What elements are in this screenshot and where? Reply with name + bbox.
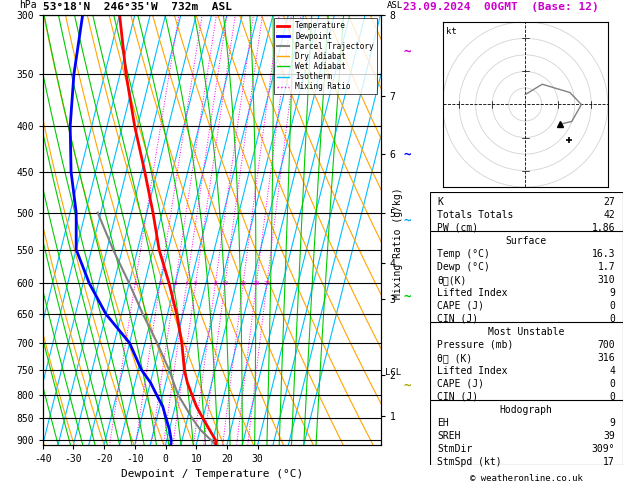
Text: ~: ~: [404, 290, 411, 302]
Text: ~: ~: [404, 148, 411, 160]
Text: CIN (J): CIN (J): [437, 313, 479, 324]
Text: 16.3: 16.3: [591, 249, 615, 259]
Text: 316: 316: [598, 353, 615, 363]
Text: 15: 15: [240, 281, 247, 286]
Text: EH: EH: [437, 417, 449, 428]
Text: 8: 8: [213, 281, 217, 286]
Text: Temp (°C): Temp (°C): [437, 249, 490, 259]
Text: Dewp (°C): Dewp (°C): [437, 261, 490, 272]
Text: 9: 9: [609, 417, 615, 428]
Text: hPa: hPa: [19, 0, 36, 10]
Text: 25: 25: [263, 281, 270, 286]
Text: 310: 310: [598, 275, 615, 285]
Text: StmSpd (kt): StmSpd (kt): [437, 457, 502, 467]
Text: Totals Totals: Totals Totals: [437, 210, 514, 220]
Text: StmDir: StmDir: [437, 444, 472, 453]
Text: CAPE (J): CAPE (J): [437, 301, 484, 311]
Text: 0: 0: [609, 392, 615, 402]
Text: CIN (J): CIN (J): [437, 392, 479, 402]
Text: LCL: LCL: [385, 368, 401, 377]
Text: 2: 2: [158, 281, 162, 286]
Text: 17: 17: [603, 457, 615, 467]
Text: 10: 10: [221, 281, 229, 286]
Text: K: K: [437, 197, 443, 207]
Text: 0: 0: [609, 379, 615, 389]
Text: 4: 4: [185, 281, 189, 286]
Text: Pressure (mb): Pressure (mb): [437, 340, 514, 350]
Text: 4: 4: [609, 365, 615, 376]
Text: 39: 39: [603, 431, 615, 441]
Text: ~: ~: [404, 214, 411, 227]
Text: 700: 700: [598, 340, 615, 350]
Text: 5: 5: [194, 281, 198, 286]
Text: Most Unstable: Most Unstable: [488, 327, 564, 337]
Text: Surface: Surface: [506, 236, 547, 246]
Text: PW (cm): PW (cm): [437, 223, 479, 233]
Text: © weatheronline.co.uk: © weatheronline.co.uk: [470, 474, 582, 483]
Text: 1.86: 1.86: [591, 223, 615, 233]
Text: km
ASL: km ASL: [387, 0, 403, 10]
Text: 0: 0: [609, 313, 615, 324]
Text: ~: ~: [404, 379, 411, 391]
Text: CAPE (J): CAPE (J): [437, 379, 484, 389]
Text: Mixing Ratio (g/kg): Mixing Ratio (g/kg): [393, 187, 403, 299]
Text: 309°: 309°: [591, 444, 615, 453]
Text: θᴄ (K): θᴄ (K): [437, 353, 472, 363]
X-axis label: Dewpoint / Temperature (°C): Dewpoint / Temperature (°C): [121, 469, 303, 479]
Text: ~: ~: [404, 45, 411, 58]
Text: kt: kt: [446, 27, 457, 36]
Text: 27: 27: [603, 197, 615, 207]
Text: 0: 0: [609, 301, 615, 311]
Text: Lifted Index: Lifted Index: [437, 288, 508, 298]
Text: 9: 9: [609, 288, 615, 298]
Text: 20: 20: [253, 281, 260, 286]
Text: 1: 1: [133, 281, 137, 286]
Text: θᴄ(K): θᴄ(K): [437, 275, 467, 285]
Text: 53°18'N  246°35'W  732m  ASL: 53°18'N 246°35'W 732m ASL: [43, 2, 231, 12]
Text: SREH: SREH: [437, 431, 461, 441]
Text: 3: 3: [174, 281, 177, 286]
Legend: Temperature, Dewpoint, Parcel Trajectory, Dry Adiabat, Wet Adiabat, Isotherm, Mi: Temperature, Dewpoint, Parcel Trajectory…: [274, 18, 377, 94]
Text: 23.09.2024  00GMT  (Base: 12): 23.09.2024 00GMT (Base: 12): [403, 2, 598, 12]
Text: Lifted Index: Lifted Index: [437, 365, 508, 376]
Text: 1.7: 1.7: [598, 261, 615, 272]
Text: 42: 42: [603, 210, 615, 220]
Text: Hodograph: Hodograph: [499, 405, 553, 415]
